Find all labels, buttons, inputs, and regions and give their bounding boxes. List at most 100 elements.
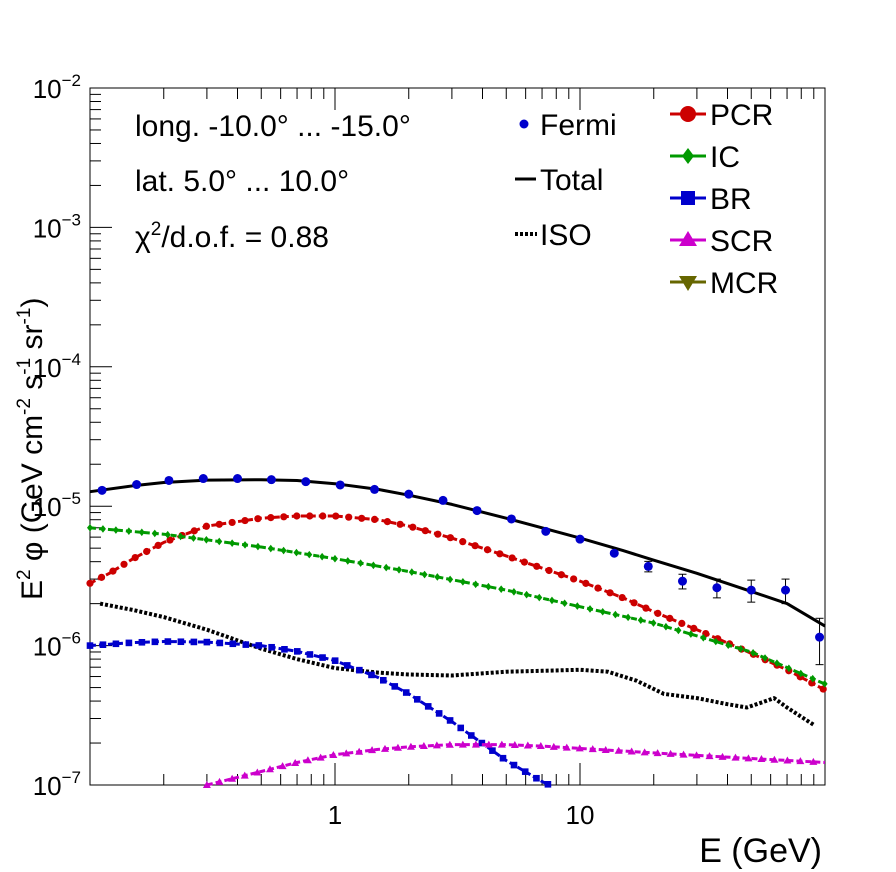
series-br-marker [446,717,454,724]
series-pcr-marker [496,550,504,558]
series-ic-marker [138,528,145,537]
series-ic-marker [574,602,581,610]
series-ic-marker [510,588,517,596]
series-ic-marker [242,541,249,549]
legend-br-marker [681,191,695,205]
series-br-marker [424,703,432,710]
series-ic-marker [809,674,816,683]
series-ic-marker [599,607,606,616]
series-br-marker [281,646,288,653]
series-pcr-marker [666,614,674,622]
series-br-marker [164,638,172,645]
series-scr-marker [215,777,224,785]
series-scr-marker [536,742,545,750]
series-pcr-marker [345,513,353,521]
series-pcr-marker [143,547,151,556]
fermi-point [506,514,516,524]
series-br-marker [391,683,399,690]
series-pcr-marker [819,685,827,693]
series-ic-marker [164,530,171,539]
series-br-marker [229,640,237,648]
legend-right: PCR IC BR SCR MCR [670,99,778,300]
series-pcr-marker [508,554,516,562]
series-br-marker [293,648,301,655]
series-ic-marker [650,619,657,627]
fermi-point [132,480,142,490]
series-scr-marker [666,749,675,757]
series-ic-marker [472,580,479,589]
series-pcr-marker [293,512,301,520]
fermi-point [266,475,276,485]
series-ic-marker [190,534,197,542]
series-ic-marker [523,590,530,599]
series-scr-marker [240,771,249,779]
fermi-point [438,495,448,505]
series-pcr-marker [306,512,314,520]
fermi-point [677,576,687,586]
series-scr-marker [432,741,441,749]
series-scr-marker [549,742,558,750]
series-ic-marker [797,669,804,678]
series-pcr-marker [471,542,479,550]
series-scr-marker [303,756,312,764]
series-pcr-marker [630,599,638,607]
series-pcr-marker [190,527,198,535]
series-pcr-marker [642,604,650,612]
fermi-point [781,585,791,595]
fermi-point [472,506,482,516]
series-br-marker [489,747,496,754]
series-pcr-line [89,514,826,692]
legend-br-label: BR [710,183,752,216]
y-tick-label: 10−4 [33,350,81,383]
series-pcr-marker [409,523,417,531]
series-br-marker [533,774,540,782]
series-ic-marker [408,568,415,576]
series-ic-marker [548,596,555,605]
series-br-marker [255,642,263,649]
series-scr-marker [380,744,389,752]
series-pcr-marker [690,624,698,633]
series-scr-marker [601,745,610,753]
series-ic-marker [625,613,632,622]
series-scr-marker [653,749,662,757]
series-br-marker [368,671,375,679]
series-ic-marker [675,626,682,635]
series-br-marker [356,666,363,674]
legend-ic-label: IC [710,141,740,174]
y-tick-label: 10−5 [33,489,81,522]
series-pcr-marker [86,579,94,587]
series-ic-marker [637,616,644,625]
annotation-latitude: lat. 5.0° ... 10.0° [135,165,349,198]
fermi-point [746,585,756,595]
series-scr-marker [770,755,779,763]
legend-ic-marker [682,148,694,164]
series-br-marker [190,638,198,646]
series-br-marker [510,761,518,769]
y-tick-label: 10−3 [33,210,81,243]
series-br-marker [544,781,552,788]
series-br-marker [151,638,159,646]
series-pcr-marker [280,513,288,521]
series-pcr-marker [97,573,106,581]
series-pcr-marker [606,589,614,597]
series-br-marker [343,662,351,669]
legend-total-label: Total [540,164,603,197]
fermi-points [97,474,825,666]
fermi-point [335,480,345,490]
series-br-marker [203,638,211,646]
series-ic-marker [725,641,732,649]
series-scr-marker [783,756,792,764]
series-ic-line [89,526,826,686]
legend-pcr-marker [680,106,696,122]
series-br-marker [478,739,486,747]
series-ic-marker [151,529,158,538]
series-pcr-marker [202,522,211,530]
series-ic-marker [319,552,326,561]
legend-fermi-marker [519,119,529,129]
series-scr-marker [316,753,325,761]
series-pcr-marker [228,518,236,527]
series-pcr-marker [459,538,467,546]
series-pcr-marker [166,536,174,544]
series-ic-marker [216,537,223,546]
series-scr-marker [406,742,415,750]
